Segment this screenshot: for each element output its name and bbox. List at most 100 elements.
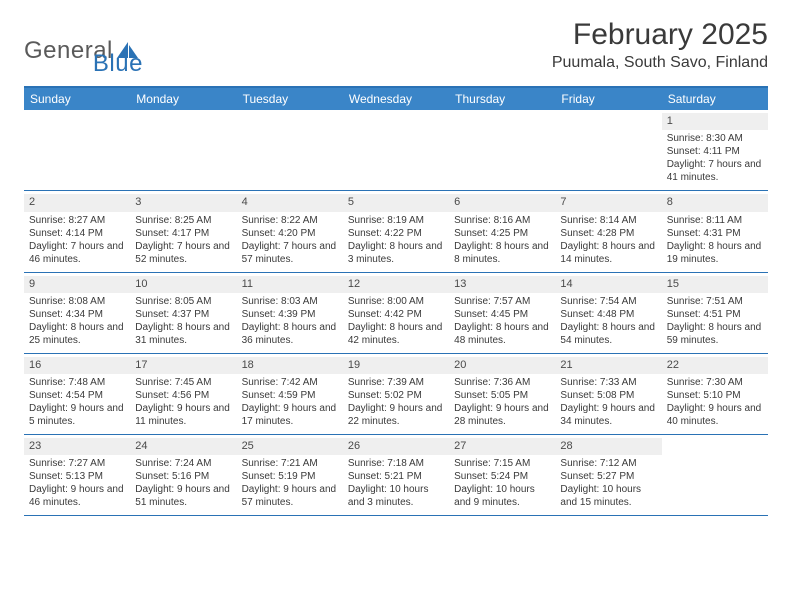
day-number: 5 [343,194,449,211]
calendar-day: 8Sunrise: 8:11 AMSunset: 4:31 PMDaylight… [662,191,768,271]
calendar-day: 25Sunrise: 7:21 AMSunset: 5:19 PMDayligh… [237,435,343,515]
daylight-text: Daylight: 7 hours and 41 minutes. [667,158,763,184]
daylight-text: Daylight: 9 hours and 46 minutes. [29,483,125,509]
day-number: 10 [130,276,236,293]
day-number: 6 [449,194,555,211]
daylight-text: Daylight: 8 hours and 19 minutes. [667,240,763,266]
sunset-text: Sunset: 4:39 PM [242,308,338,321]
daylight-text: Daylight: 9 hours and 40 minutes. [667,402,763,428]
daylight-text: Daylight: 8 hours and 59 minutes. [667,321,763,347]
sunset-text: Sunset: 4:54 PM [29,389,125,402]
sunrise-text: Sunrise: 7:39 AM [348,376,444,389]
day-number: 27 [449,438,555,455]
day-number: 2 [24,194,130,211]
calendar-day: 21Sunrise: 7:33 AMSunset: 5:08 PMDayligh… [555,354,661,434]
sunset-text: Sunset: 5:05 PM [454,389,550,402]
calendar-day: 14Sunrise: 7:54 AMSunset: 4:48 PMDayligh… [555,273,661,353]
sunrise-text: Sunrise: 8:16 AM [454,214,550,227]
calendar-day: 20Sunrise: 7:36 AMSunset: 5:05 PMDayligh… [449,354,555,434]
sunset-text: Sunset: 5:16 PM [135,470,231,483]
day-number: 25 [237,438,343,455]
daylight-text: Daylight: 9 hours and 51 minutes. [135,483,231,509]
logo: General Blue [24,24,143,78]
day-number: 11 [237,276,343,293]
daylight-text: Daylight: 9 hours and 5 minutes. [29,402,125,428]
calendar-day-empty [449,110,555,190]
calendar-day: 7 Sunrise: 8:14 AMSunset: 4:28 PMDaylight… [555,191,661,271]
calendar-day: 28Sunrise: 7:12 AMSunset: 5:27 PMDayligh… [555,435,661,515]
daylight-text: Daylight: 8 hours and 42 minutes. [348,321,444,347]
sunset-text: Sunset: 4:51 PM [667,308,763,321]
calendar-day: 23Sunrise: 7:27 AMSunset: 5:13 PMDayligh… [24,435,130,515]
day-number: 7 [555,194,661,211]
daylight-text: Daylight: 8 hours and 14 minutes. [560,240,656,266]
calendar-week: 2Sunrise: 8:27 AMSunset: 4:14 PMDaylight… [24,191,768,272]
day-number: 23 [24,438,130,455]
calendar-day: 17Sunrise: 7:45 AMSunset: 4:56 PMDayligh… [130,354,236,434]
calendar-day: 19Sunrise: 7:39 AMSunset: 5:02 PMDayligh… [343,354,449,434]
location-label: Puumala, South Savo, Finland [552,54,768,72]
daylight-text: Daylight: 8 hours and 25 minutes. [29,321,125,347]
daylight-text: Daylight: 9 hours and 34 minutes. [560,402,656,428]
day-number: 18 [237,357,343,374]
sunrise-text: Sunrise: 7:45 AM [135,376,231,389]
sunset-text: Sunset: 4:11 PM [667,145,763,158]
sunset-text: Sunset: 4:14 PM [29,227,125,240]
day-number: 16 [24,357,130,374]
weekday-header: Sunday Monday Tuesday Wednesday Thursday… [24,88,768,110]
sunrise-text: Sunrise: 8:25 AM [135,214,231,227]
calendar-day: 11Sunrise: 8:03 AMSunset: 4:39 PMDayligh… [237,273,343,353]
daylight-text: Daylight: 8 hours and 8 minutes. [454,240,550,266]
weekday-col: Tuesday [237,88,343,110]
calendar-page: General Blue February 2025 Puumala, Sout… [0,0,792,540]
calendar-day: 18Sunrise: 7:42 AMSunset: 4:59 PMDayligh… [237,354,343,434]
day-number: 14 [555,276,661,293]
calendar-day-empty [130,110,236,190]
day-number: 9 [24,276,130,293]
sunrise-text: Sunrise: 7:36 AM [454,376,550,389]
daylight-text: Daylight: 9 hours and 17 minutes. [242,402,338,428]
sunrise-text: Sunrise: 7:15 AM [454,457,550,470]
day-number: 22 [662,357,768,374]
calendar-day: 27Sunrise: 7:15 AMSunset: 5:24 PMDayligh… [449,435,555,515]
calendar-day: 2Sunrise: 8:27 AMSunset: 4:14 PMDaylight… [24,191,130,271]
daylight-text: Daylight: 7 hours and 57 minutes. [242,240,338,266]
sunrise-text: Sunrise: 8:19 AM [348,214,444,227]
sunrise-text: Sunrise: 7:48 AM [29,376,125,389]
sunset-text: Sunset: 5:08 PM [560,389,656,402]
calendar-day: 12Sunrise: 8:00 AMSunset: 4:42 PMDayligh… [343,273,449,353]
calendar-day: 24Sunrise: 7:24 AMSunset: 5:16 PMDayligh… [130,435,236,515]
calendar-day: 5Sunrise: 8:19 AMSunset: 4:22 PMDaylight… [343,191,449,271]
sunset-text: Sunset: 4:22 PM [348,227,444,240]
day-number: 13 [449,276,555,293]
calendar-day-empty [343,110,449,190]
sunset-text: Sunset: 5:19 PM [242,470,338,483]
calendar: Sunday Monday Tuesday Wednesday Thursday… [24,86,768,516]
calendar-day: 10Sunrise: 8:05 AMSunset: 4:37 PMDayligh… [130,273,236,353]
daylight-text: Daylight: 9 hours and 11 minutes. [135,402,231,428]
weeks-container: 1Sunrise: 8:30 AMSunset: 4:11 PMDaylight… [24,110,768,516]
calendar-week: 16Sunrise: 7:48 AMSunset: 4:54 PMDayligh… [24,354,768,435]
sunrise-text: Sunrise: 8:05 AM [135,295,231,308]
daylight-text: Daylight: 8 hours and 36 minutes. [242,321,338,347]
sunrise-text: Sunrise: 8:30 AM [667,132,763,145]
header: General Blue February 2025 Puumala, Sout… [24,18,768,78]
calendar-day: 16 Sunrise: 7:48 AMSunset: 4:54 PMDayligh… [24,354,130,434]
sunset-text: Sunset: 4:31 PM [667,227,763,240]
day-number: 15 [662,276,768,293]
day-number: 3 [130,194,236,211]
sunrise-text: Sunrise: 8:14 AM [560,214,656,227]
sunset-text: Sunset: 4:28 PM [560,227,656,240]
sunset-text: Sunset: 4:17 PM [135,227,231,240]
calendar-day: 15Sunrise: 7:51 AMSunset: 4:51 PMDayligh… [662,273,768,353]
sunset-text: Sunset: 4:34 PM [29,308,125,321]
calendar-day: 26Sunrise: 7:18 AMSunset: 5:21 PMDayligh… [343,435,449,515]
weekday-col: Friday [555,88,661,110]
day-number: 17 [130,357,236,374]
sunset-text: Sunset: 4:20 PM [242,227,338,240]
calendar-day: 4Sunrise: 8:22 AMSunset: 4:20 PMDaylight… [237,191,343,271]
sunrise-text: Sunrise: 7:12 AM [560,457,656,470]
sunset-text: Sunset: 4:45 PM [454,308,550,321]
day-number: 12 [343,276,449,293]
sunset-text: Sunset: 5:24 PM [454,470,550,483]
